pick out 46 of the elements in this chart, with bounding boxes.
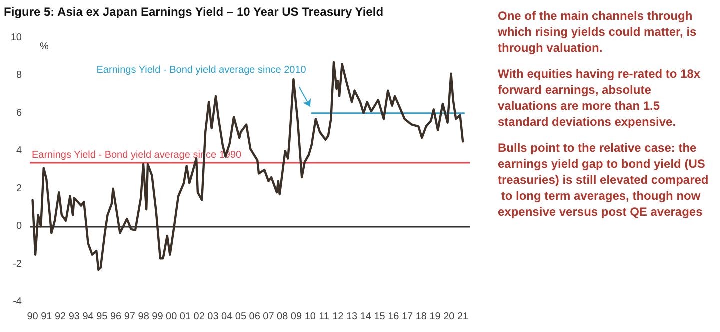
x-tick-label: 15	[374, 312, 386, 322]
x-tick-label: 03	[208, 312, 220, 322]
x-tick-label: 19	[430, 312, 442, 322]
y-tick-label: -2	[13, 258, 22, 270]
x-tick-label: 13	[346, 312, 358, 322]
x-tick-label: 00	[166, 312, 178, 322]
x-tick-label: 04	[222, 312, 234, 322]
x-tick-label: 08	[277, 312, 289, 322]
x-tick-label: 94	[82, 312, 94, 322]
annotation: Earnings Yield - Bond yield average since 2010	[96, 64, 307, 76]
chart-title: Figure 5: Asia ex Japan Earnings Yield – 10 Year US Treasury Yield	[4, 5, 384, 19]
text: One of the main channels through which rising yields could matter, is through valuation.	[497, 9, 700, 55]
text: With equities having re-rated to 18x forward earnings, absolute valuations are more than 1.5 standard deviations expensive.	[498, 67, 704, 129]
y-tick-label: 0	[16, 221, 22, 232]
x-tick-label: 92	[54, 312, 67, 322]
x-tick-label: 06	[249, 312, 261, 322]
y-tick-label: 8	[16, 70, 22, 82]
x-tick-label: 01	[180, 312, 192, 322]
x-tick-label: 18	[416, 312, 428, 322]
x-tick-label: 96	[110, 312, 122, 322]
x-tick-label: 20	[444, 312, 456, 322]
x-tick-label: 14	[360, 312, 372, 322]
x-tick-label: 07	[263, 312, 275, 322]
x-tick-label: 10	[304, 312, 316, 322]
y-tick-label: -4	[13, 296, 22, 308]
x-tick-label: 93	[68, 312, 80, 322]
x-tick-label: 98	[138, 312, 150, 322]
x-tick-label: 02	[194, 312, 206, 322]
x-tick-label: 17	[402, 312, 414, 322]
y-tick-label: 2	[16, 183, 22, 194]
y-axis-title: %	[40, 42, 49, 52]
x-tick-label: 05	[235, 312, 247, 322]
y-tick-label: 4	[16, 146, 22, 157]
x-tick-label: 21	[457, 312, 470, 322]
x-tick-label: 91	[41, 312, 53, 322]
x-tick-label: 97	[124, 312, 136, 322]
x-tick-label: 11	[319, 312, 330, 322]
y-tick-label: 6	[16, 108, 22, 119]
x-tick-label: 95	[96, 312, 108, 322]
text: Bulls point to the relative case: the earnings yield gap to bond yield (US treasuries) is still elevated compared to long term averages, though now expensive versus post QE averages	[498, 141, 709, 219]
x-tick-label: 16	[388, 312, 400, 322]
x-tick-label: 09	[290, 312, 302, 322]
x-tick-label: 90	[27, 312, 39, 322]
x-tick-label: 99	[152, 312, 164, 322]
x-tick-label: 12	[332, 312, 344, 322]
y-tick-label: 10	[10, 32, 22, 44]
